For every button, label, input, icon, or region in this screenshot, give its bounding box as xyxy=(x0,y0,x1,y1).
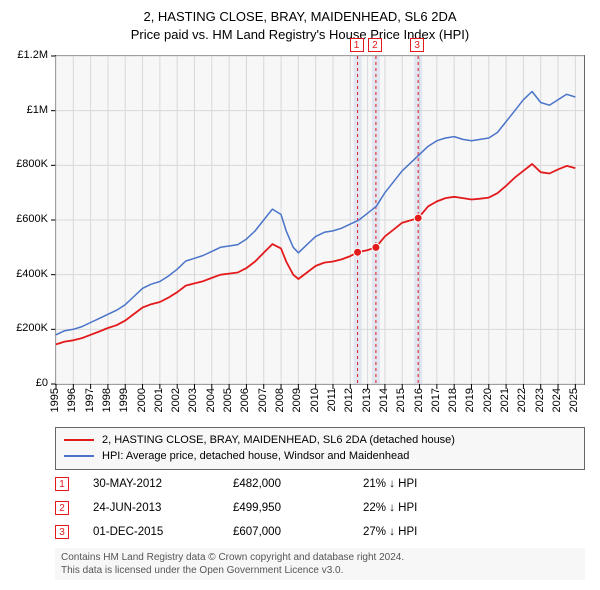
x-axis-tick-label: 2002 xyxy=(170,388,182,412)
table-row: 2 24-JUN-2013 £499,950 22% ↓ HPI xyxy=(55,496,585,520)
x-axis-tick-label: 2012 xyxy=(343,388,355,412)
transaction-price: £607,000 xyxy=(233,526,363,538)
chart-transaction-marker: 1 xyxy=(350,38,364,52)
x-axis-tick-label: 2006 xyxy=(239,388,251,412)
x-axis-tick-label: 2015 xyxy=(395,388,407,412)
x-axis-tick-label: 2004 xyxy=(205,388,217,412)
transaction-date: 01-DEC-2015 xyxy=(93,526,233,538)
x-axis-tick-label: 1998 xyxy=(101,388,113,412)
chart-title-block: 2, HASTING CLOSE, BRAY, MAIDENHEAD, SL6 … xyxy=(0,0,600,43)
chart-svg xyxy=(56,56,584,384)
x-axis-tick-label: 2000 xyxy=(136,388,148,412)
transactions-table: 1 30-MAY-2012 £482,000 21% ↓ HPI 2 24-JU… xyxy=(55,472,585,544)
chart-title-line2: Price paid vs. HM Land Registry's House … xyxy=(0,26,600,44)
x-axis-tick-label: 2001 xyxy=(153,388,165,412)
table-row: 3 01-DEC-2015 £607,000 27% ↓ HPI xyxy=(55,520,585,544)
chart-transaction-marker: 3 xyxy=(410,38,424,52)
x-axis-tick-label: 2003 xyxy=(187,388,199,412)
x-axis-tick-label: 2016 xyxy=(413,388,425,412)
x-axis-tick-label: 2017 xyxy=(430,388,442,412)
y-axis-tick-label: £0 xyxy=(3,377,48,389)
y-axis-tick-label: £1M xyxy=(3,104,48,116)
transaction-delta: 21% ↓ HPI xyxy=(363,478,417,490)
x-axis-tick-label: 2011 xyxy=(326,388,338,412)
x-axis-tick-label: 2023 xyxy=(534,388,546,412)
y-axis-tick-label: £200K xyxy=(3,322,48,334)
legend-row: HPI: Average price, detached house, Wind… xyxy=(64,448,576,464)
transaction-marker: 1 xyxy=(55,477,69,491)
transaction-date: 24-JUN-2013 xyxy=(93,502,233,514)
chart-title-line1: 2, HASTING CLOSE, BRAY, MAIDENHEAD, SL6 … xyxy=(0,8,600,26)
transaction-price: £482,000 xyxy=(233,478,363,490)
legend-swatch-hpi xyxy=(64,455,94,457)
transaction-marker: 3 xyxy=(55,525,69,539)
x-axis-tick-label: 1997 xyxy=(84,388,96,412)
x-axis-tick-label: 1996 xyxy=(66,388,78,412)
transaction-delta: 27% ↓ HPI xyxy=(363,526,417,538)
x-axis-tick-label: 2008 xyxy=(274,388,286,412)
x-axis-tick-label: 2020 xyxy=(482,388,494,412)
x-axis-tick-label: 2018 xyxy=(447,388,459,412)
table-row: 1 30-MAY-2012 £482,000 21% ↓ HPI xyxy=(55,472,585,496)
footer-line: Contains HM Land Registry data © Crown c… xyxy=(61,551,579,564)
chart-transaction-marker: 2 xyxy=(368,38,382,52)
y-axis-tick-label: £800K xyxy=(3,158,48,170)
transaction-delta: 22% ↓ HPI xyxy=(363,502,417,514)
x-axis-tick-label: 2022 xyxy=(516,388,528,412)
y-axis-tick-label: £400K xyxy=(3,268,48,280)
x-axis-tick-label: 2010 xyxy=(309,388,321,412)
y-axis-tick-label: £600K xyxy=(3,213,48,225)
x-axis-tick-label: 2024 xyxy=(551,388,563,412)
legend-label: 2, HASTING CLOSE, BRAY, MAIDENHEAD, SL6 … xyxy=(102,434,455,446)
y-axis-tick-label: £1.2M xyxy=(3,49,48,61)
legend-row: 2, HASTING CLOSE, BRAY, MAIDENHEAD, SL6 … xyxy=(64,432,576,448)
x-axis-tick-label: 2021 xyxy=(499,388,511,412)
transaction-marker: 2 xyxy=(55,501,69,515)
footer-line: This data is licensed under the Open Gov… xyxy=(61,564,579,577)
x-axis-tick-label: 2013 xyxy=(361,388,373,412)
x-axis-tick-label: 1995 xyxy=(49,388,61,412)
x-axis-tick-label: 2014 xyxy=(378,388,390,412)
x-axis-tick-label: 2005 xyxy=(222,388,234,412)
legend-box: 2, HASTING CLOSE, BRAY, MAIDENHEAD, SL6 … xyxy=(55,427,585,470)
attribution-footer: Contains HM Land Registry data © Crown c… xyxy=(55,548,585,580)
legend-label: HPI: Average price, detached house, Wind… xyxy=(102,450,409,462)
x-axis-tick-label: 2019 xyxy=(464,388,476,412)
transaction-price: £499,950 xyxy=(233,502,363,514)
x-axis-tick-label: 1999 xyxy=(118,388,130,412)
transaction-date: 30-MAY-2012 xyxy=(93,478,233,490)
x-axis-tick-label: 2025 xyxy=(568,388,580,412)
chart-plot-area xyxy=(55,55,585,385)
x-axis-tick-label: 2009 xyxy=(291,388,303,412)
legend-swatch-property xyxy=(64,439,94,441)
x-axis-tick-label: 2007 xyxy=(257,388,269,412)
